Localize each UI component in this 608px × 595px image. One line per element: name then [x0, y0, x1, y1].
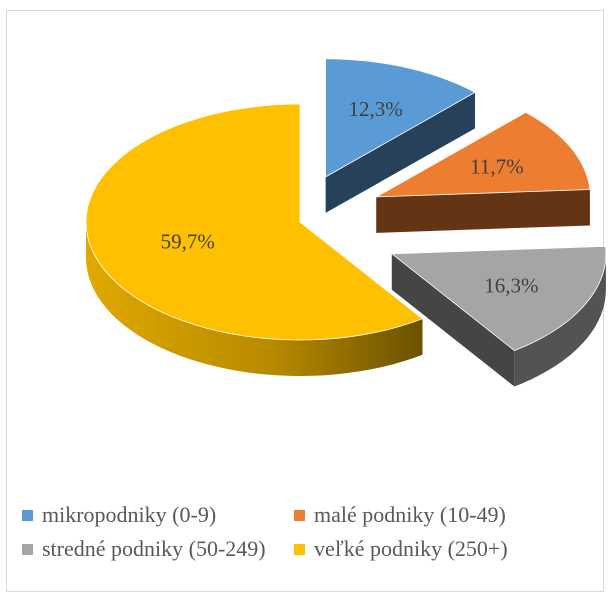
- legend-swatch: [294, 543, 305, 555]
- legend-swatch: [22, 543, 33, 555]
- legend: mikropodniky (0-9) malé podniky (10-49) …: [22, 502, 592, 562]
- legend-swatch: [22, 509, 33, 521]
- pie-slice-side: [514, 253, 606, 387]
- legend-item-stredne-podniky: stredné podniky (50-249): [22, 536, 294, 562]
- pie-slice-top: [85, 103, 424, 341]
- data-label: 16,3%: [484, 274, 538, 298]
- data-label: 12,3%: [348, 97, 402, 121]
- data-label: 59,7%: [161, 230, 215, 254]
- pie-slice-side: [86, 222, 423, 376]
- legend-label: veľké podniky (250+): [314, 536, 508, 561]
- pie-slice-top: [325, 58, 476, 178]
- data-label: 11,7%: [470, 154, 523, 178]
- pie-slice-1: [376, 111, 591, 233]
- legend-label: stredné podniky (50-249): [42, 536, 266, 561]
- pie-slice-3: [85, 103, 424, 376]
- legend-swatch: [294, 509, 305, 521]
- pie-slice-2: [390, 245, 607, 387]
- pie-slice-edge: [325, 92, 476, 213]
- legend-item-male-podniky: malé podniky (10-49): [294, 502, 584, 528]
- pie-slice-top: [376, 111, 591, 198]
- pie-slice-top: [390, 245, 607, 351]
- legend-item-velke-podniky: veľké podniky (250+): [294, 536, 584, 562]
- legend-label: mikropodniky (0-9): [42, 502, 217, 527]
- legend-item-mikropodniky: mikropodniky (0-9): [22, 502, 294, 528]
- legend-label: malé podniky (10-49): [314, 502, 506, 527]
- pie-slice-0: [325, 58, 476, 213]
